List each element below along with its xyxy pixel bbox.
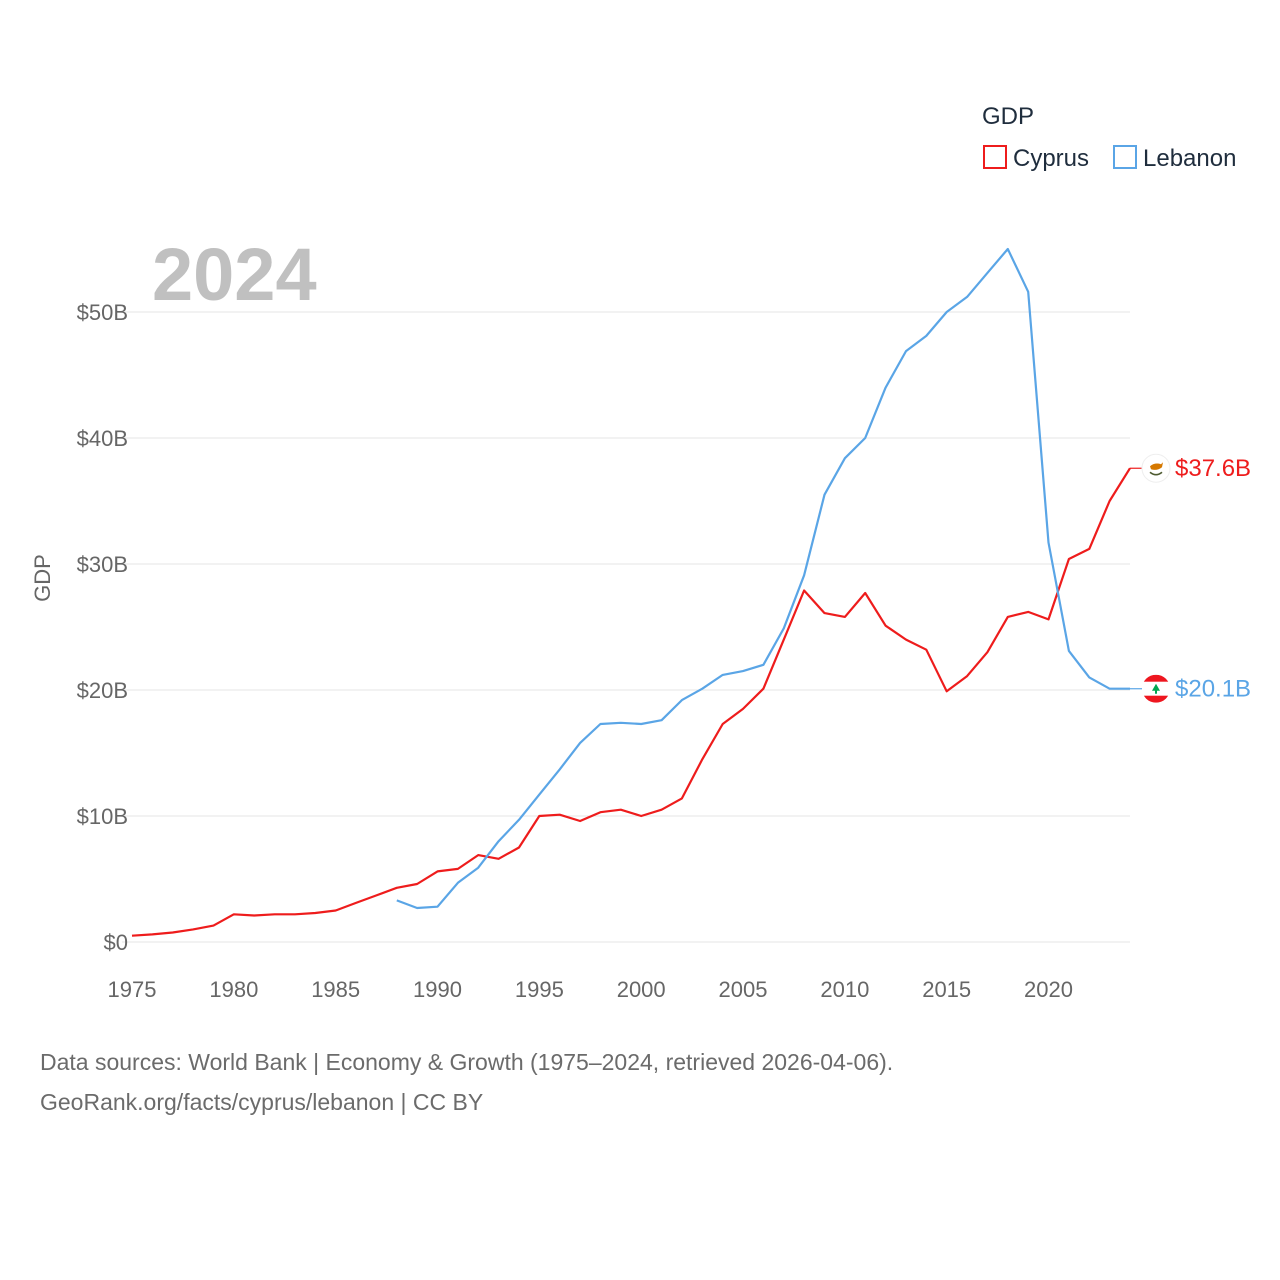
series-line-cyprus[interactable]: [131, 467, 1131, 937]
legend-title: GDP: [982, 103, 1034, 130]
legend-swatch-lebanon: [1113, 145, 1137, 169]
gridlines: [122, 311, 1130, 943]
x-tick-label: 1975: [108, 977, 157, 1002]
legend: GDP Cyprus Lebanon: [982, 103, 1236, 172]
y-tick-label: $30B: [77, 552, 128, 577]
legend-label-lebanon: Lebanon: [1143, 145, 1236, 172]
y-tick-label: $20B: [77, 678, 128, 703]
series-layer: [131, 247, 1142, 937]
x-tick-label: 2015: [922, 977, 971, 1002]
y-tick-label: $10B: [77, 804, 128, 829]
source-footer: Data sources: World Bank | Economy & Gro…: [40, 1042, 893, 1122]
x-tick-label: 2000: [617, 977, 666, 1002]
end-marker-lebanon: $20.1B: [1142, 674, 1251, 703]
y-axis-title: GDP: [30, 554, 55, 602]
legend-item-lebanon[interactable]: Lebanon: [1113, 145, 1236, 172]
legend-label-cyprus: Cyprus: [1013, 145, 1089, 172]
legend-item-cyprus[interactable]: Cyprus: [983, 145, 1089, 172]
source-line: Data sources: World Bank | Economy & Gro…: [40, 1049, 894, 1075]
lebanon-flag-icon: [1142, 674, 1170, 703]
x-tick-label: 1990: [413, 977, 462, 1002]
x-axis-ticks: 1975 1980 1985 1990 1995 2000 2005 2010 2015 2020: [108, 977, 1073, 1002]
x-tick-label: 2010: [820, 977, 869, 1002]
y-tick-label: $40B: [77, 426, 128, 451]
y-tick-label: $0: [104, 930, 128, 955]
x-tick-label: 1985: [311, 977, 360, 1002]
cyprus-flag-icon: [1141, 453, 1171, 483]
attribution-line[interactable]: GeoRank.org/facts/cyprus/lebanon | CC BY: [40, 1089, 484, 1115]
year-label: 2024: [152, 233, 317, 316]
end-marker-cyprus: $37.6B: [1141, 453, 1251, 483]
x-tick-label: 1995: [515, 977, 564, 1002]
legend-swatch-cyprus: [983, 145, 1007, 169]
y-tick-label: $50B: [77, 300, 128, 325]
end-value-label-cyprus: $37.6B: [1175, 455, 1251, 482]
x-tick-label: 2020: [1024, 977, 1073, 1002]
y-axis-ticks: $0 $10B $20B $30B $40B $50B: [77, 300, 128, 955]
x-tick-label: 1980: [209, 977, 258, 1002]
x-tick-label: 2005: [719, 977, 768, 1002]
end-value-label-lebanon: $20.1B: [1175, 676, 1251, 703]
series-line-lebanon[interactable]: [396, 247, 1130, 910]
